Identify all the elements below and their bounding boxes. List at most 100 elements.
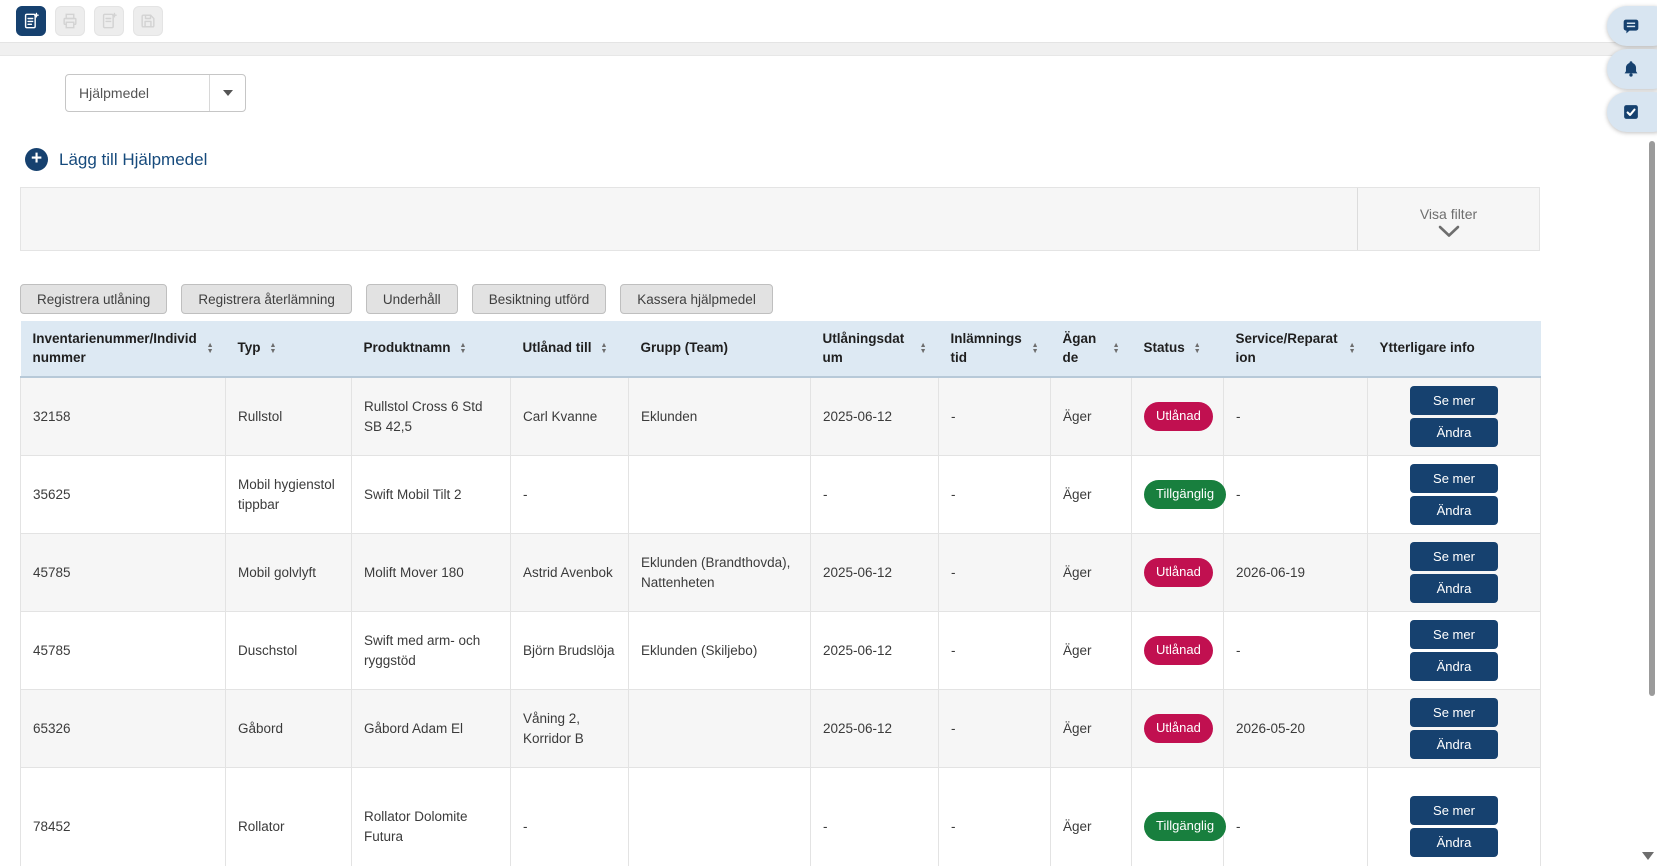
edit-button[interactable]: Ändra — [1410, 828, 1498, 857]
status-badge: Utlånad — [1144, 558, 1213, 587]
column-header-inlamning: Inlämningstid ▲ ▼ — [938, 321, 1051, 378]
scrollbar-thumb[interactable] — [1649, 141, 1655, 696]
column-label: Produktnamn — [363, 340, 451, 356]
cell-service: - — [1223, 767, 1368, 866]
cell-inv: 65326 — [20, 689, 226, 768]
vertical-scrollbar[interactable] — [1642, 0, 1657, 866]
chat-quick-button[interactable] — [1607, 6, 1657, 46]
show-filter-toggle[interactable]: Visa filter — [1357, 188, 1539, 250]
save-icon — [141, 14, 155, 28]
column-label: Ytterligare info — [1379, 340, 1475, 356]
cell-datum: 2025-06-12 — [810, 377, 939, 456]
see-more-button[interactable]: Se mer — [1410, 464, 1498, 493]
edit-button[interactable]: Ändra — [1410, 418, 1498, 447]
hjalpmedel-table: Inventarienummer/Individnummer ▲ ▼ Typ ▲ ▼ Pro… — [20, 321, 1541, 866]
maintenance-button[interactable]: Underhåll — [365, 284, 458, 314]
column-label: Inlämningstid — [950, 331, 1022, 365]
sort-icon[interactable]: ▲ ▼ — [1348, 341, 1356, 355]
see-more-button[interactable]: Se mer — [1410, 386, 1498, 415]
chevron-down-icon — [1438, 225, 1459, 237]
module-select-value: Hjälpmedel — [79, 85, 150, 101]
column-header-utlanad_till: Utlånad till ▲ ▼ — [510, 321, 629, 378]
cell-agande: Äger — [1050, 767, 1132, 866]
cell-info: Se mer Ändra — [1367, 377, 1541, 456]
cell-produkt: Gåbord Adam El — [351, 689, 511, 768]
sort-icon[interactable]: ▲ ▼ — [1193, 341, 1201, 355]
cell-info: Se mer Ändra — [1367, 455, 1541, 534]
column-label: Typ — [237, 340, 261, 356]
module-select-caret[interactable] — [209, 75, 245, 111]
see-more-button[interactable]: Se mer — [1410, 698, 1498, 727]
cell-agande: Äger — [1050, 611, 1132, 690]
register-loan-button[interactable]: Registrera utlåning — [20, 284, 168, 314]
register-return-button[interactable]: Registrera återlämning — [181, 284, 352, 314]
status-badge: Utlånad — [1144, 402, 1213, 431]
cell-typ: Rollator — [225, 767, 352, 866]
new-document-button[interactable] — [16, 6, 46, 36]
sort-icon[interactable]: ▲ ▼ — [1031, 341, 1039, 355]
see-more-button[interactable]: Se mer — [1410, 542, 1498, 571]
column-header-status: Status ▲ ▼ — [1131, 321, 1224, 378]
status-badge: Utlånad — [1144, 636, 1213, 665]
table-row: 65326 Gåbord Gåbord Adam El Våning 2, Korri… — [20, 689, 1541, 768]
sort-icon[interactable]: ▲ ▼ — [1112, 341, 1120, 355]
sort-icon[interactable]: ▲ ▼ — [459, 341, 467, 355]
module-select[interactable]: Hjälpmedel — [65, 74, 246, 112]
cell-datum: - — [810, 767, 939, 866]
tasks-quick-button[interactable] — [1607, 92, 1657, 132]
tasks-checkbox-icon — [1624, 105, 1638, 119]
chevron-down-icon — [222, 90, 233, 96]
discard-aid-button[interactable]: Kassera hjälpmedel — [620, 284, 773, 314]
column-header-typ: Typ ▲ ▼ — [225, 321, 352, 378]
table-row: 45785 Duschstol Swift med arm- och ryggstö… — [20, 611, 1541, 690]
edit-button[interactable]: Ändra — [1410, 496, 1498, 525]
sort-icon[interactable]: ▲ ▼ — [600, 341, 608, 355]
sort-icon[interactable]: ▲ ▼ — [919, 341, 927, 355]
cell-info: Se mer Ändra — [1367, 689, 1541, 768]
cell-datum: 2025-06-12 — [810, 611, 939, 690]
main-content: Hjälpmedel + Lägg till Hjälpmedel Visa f… — [20, 56, 1541, 866]
cell-grupp: Eklunden (Skiljebo) — [628, 611, 811, 690]
status-badge: Tillgänglig — [1144, 812, 1227, 841]
new-document-icon — [24, 12, 39, 29]
column-label: Service/Reparation — [1235, 331, 1338, 365]
cell-utlanad_till: Björn Brudslöja — [510, 611, 629, 690]
see-more-button[interactable]: Se mer — [1410, 796, 1498, 825]
cell-agande: Äger — [1050, 533, 1132, 612]
see-more-button[interactable]: Se mer — [1410, 620, 1498, 649]
inspection-done-button[interactable]: Besiktning utförd — [471, 284, 607, 314]
column-header-inv: Inventarienummer/Individnummer ▲ ▼ — [20, 321, 226, 378]
edit-button[interactable]: Ändra — [1410, 652, 1498, 681]
column-header-datum: Utlåningsdatum ▲ ▼ — [810, 321, 939, 378]
notifications-quick-button[interactable] — [1607, 49, 1657, 89]
cell-service: - — [1223, 611, 1368, 690]
cell-inlamning: - — [938, 767, 1051, 866]
column-label: Utlåningsdatum — [822, 331, 905, 365]
cell-produkt: Molift Mover 180 — [351, 533, 511, 612]
add-hjalpmedel-button[interactable]: + Lägg till Hjälpmedel — [25, 148, 207, 171]
save-button — [133, 6, 163, 36]
cell-produkt: Swift med arm- och ryggstöd — [351, 611, 511, 690]
cell-typ: Rullstol — [225, 377, 352, 456]
edit-button[interactable]: Ändra — [1410, 574, 1498, 603]
cell-service: - — [1223, 455, 1368, 534]
column-label: Utlånad till — [522, 340, 592, 356]
cell-produkt: Swift Mobil Tilt 2 — [351, 455, 511, 534]
plus-icon: + — [25, 148, 48, 171]
cell-agande: Äger — [1050, 377, 1132, 456]
print-button — [55, 6, 85, 36]
cell-agande: Äger — [1050, 455, 1132, 534]
copy-document-button — [94, 6, 124, 36]
add-hjalpmedel-label: Lägg till Hjälpmedel — [59, 149, 208, 169]
column-header-agande: Ägande ▲ ▼ — [1050, 321, 1132, 378]
cell-utlanad_till: - — [510, 455, 629, 534]
cell-datum: 2025-06-12 — [810, 689, 939, 768]
cell-typ: Mobil hygienstol tippbar — [225, 455, 352, 534]
copy-document-icon — [102, 12, 117, 29]
sort-icon[interactable]: ▲ ▼ — [269, 341, 277, 355]
cell-service: 2026-05-20 — [1223, 689, 1368, 768]
scroll-down-arrow-icon[interactable] — [1642, 852, 1654, 860]
edit-button[interactable]: Ändra — [1410, 730, 1498, 759]
sort-icon[interactable]: ▲ ▼ — [206, 341, 214, 355]
column-label: Ägande — [1062, 331, 1097, 365]
